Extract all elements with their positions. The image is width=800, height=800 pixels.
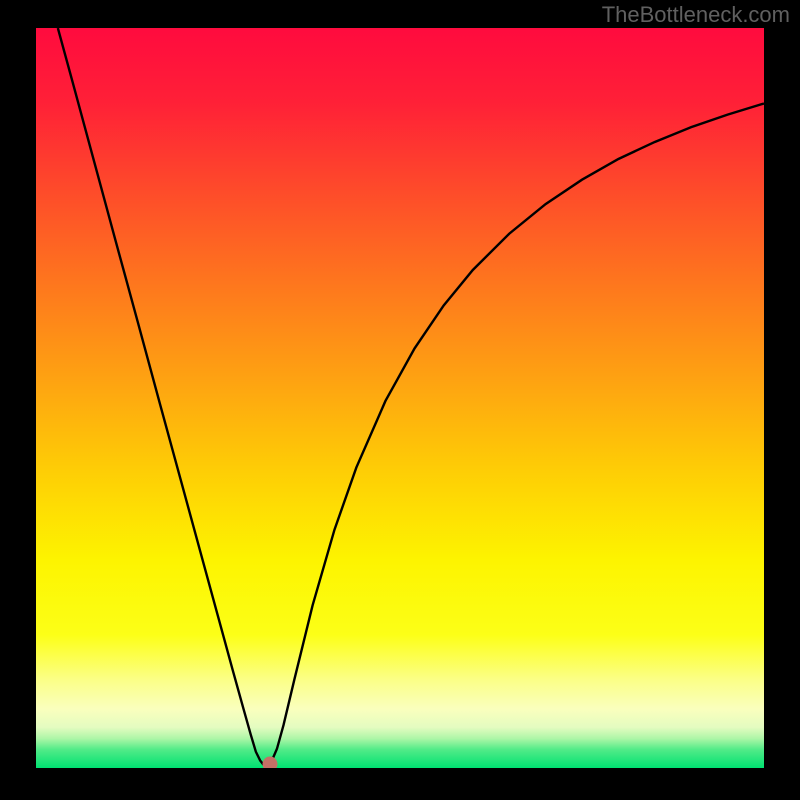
- curve-path: [58, 28, 764, 764]
- bottleneck-curve: [36, 28, 764, 768]
- optimum-marker: [263, 756, 278, 768]
- watermark-text: TheBottleneck.com: [602, 2, 790, 28]
- plot-area: [36, 28, 764, 768]
